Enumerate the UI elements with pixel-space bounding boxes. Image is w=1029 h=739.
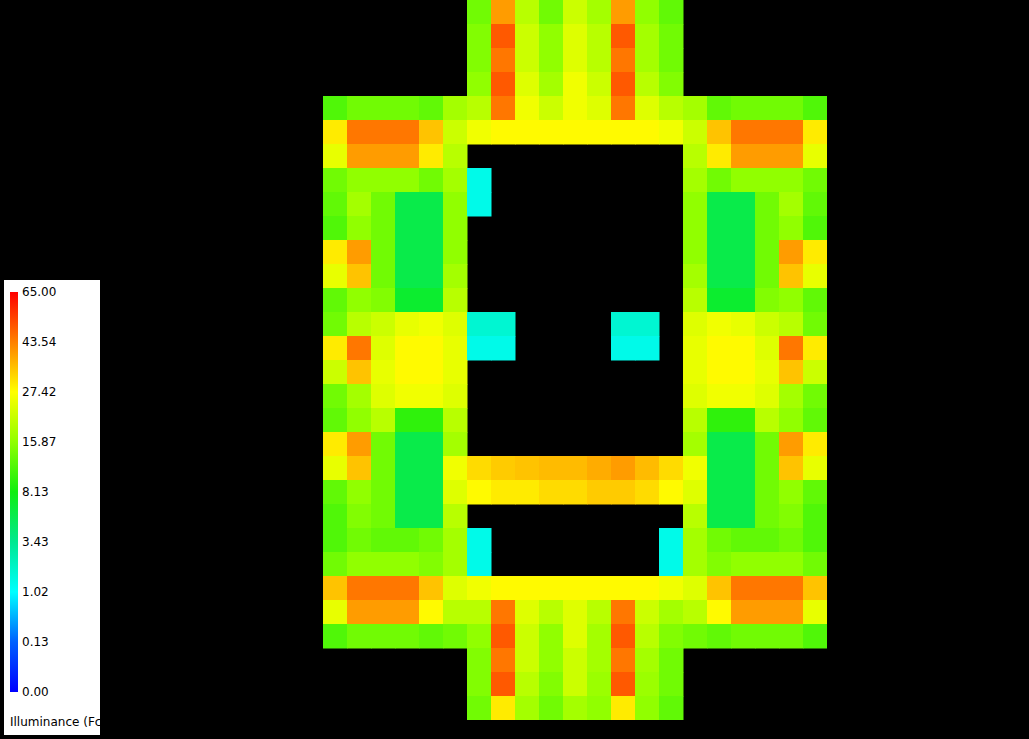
svg-text:27.42: 27.42: [22, 385, 56, 399]
svg-text:1.02: 1.02: [22, 585, 49, 599]
svg-text:3.43: 3.43: [22, 535, 49, 549]
svg-text:8.13: 8.13: [22, 485, 49, 499]
svg-text:0.13: 0.13: [22, 635, 49, 649]
svg-text:Illuminance (Fc): Illuminance (Fc): [10, 715, 106, 729]
svg-text:65.00: 65.00: [22, 285, 56, 299]
svg-text:15.87: 15.87: [22, 435, 56, 449]
svg-text:43.54: 43.54: [22, 335, 56, 349]
svg-text:0.00: 0.00: [22, 685, 49, 699]
